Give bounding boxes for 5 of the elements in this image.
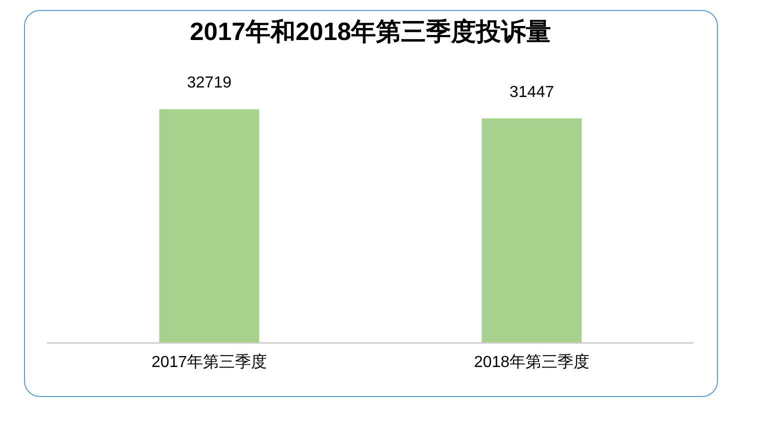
- x-tick-label: 2018年第三季度: [474, 352, 590, 371]
- data-label: 31447: [510, 84, 554, 101]
- data-label: 32719: [187, 74, 232, 92]
- chart-title: 2017年和2018年第三季度投诉量: [190, 18, 552, 46]
- x-tick-label: 2017年第三季度: [151, 352, 268, 371]
